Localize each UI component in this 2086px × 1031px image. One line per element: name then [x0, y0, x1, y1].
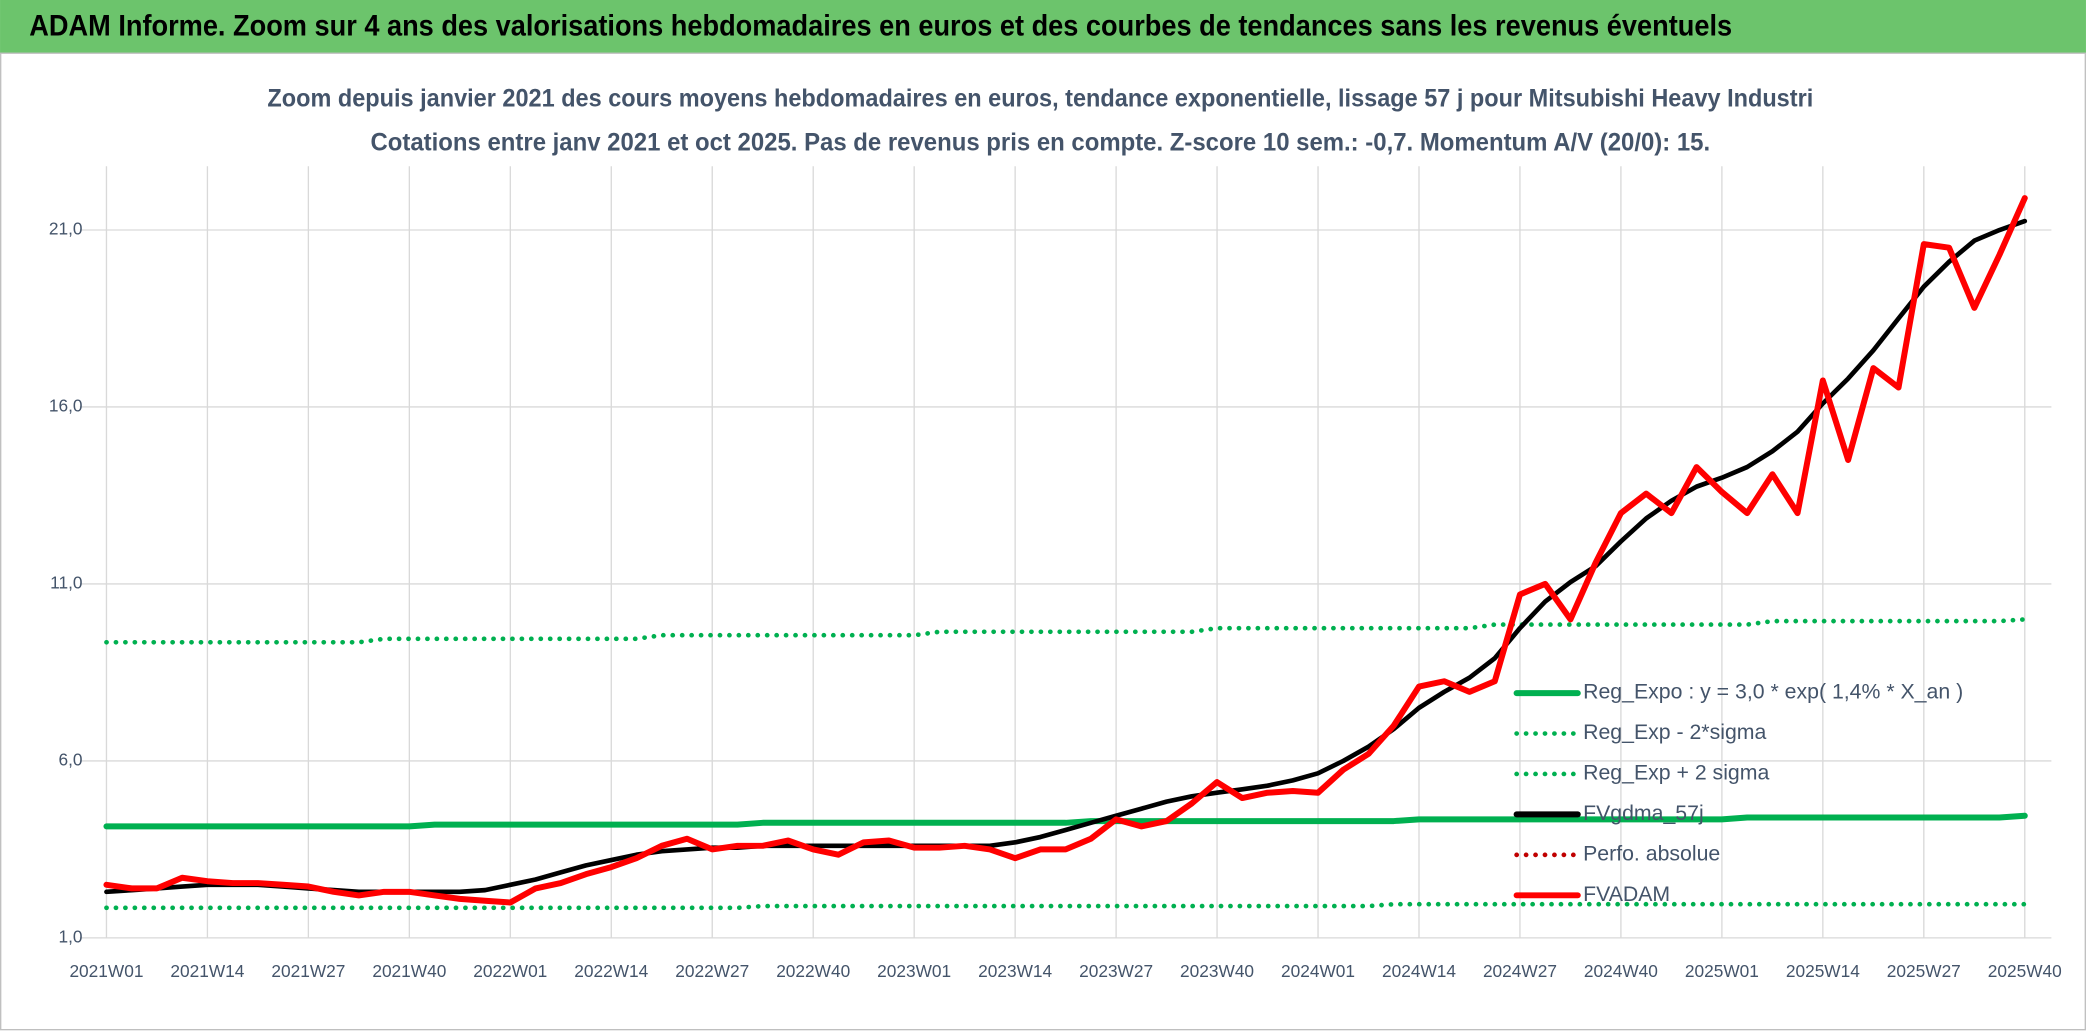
header-band: [0, 0, 2086, 54]
series-line: [104, 901, 2028, 911]
chart-title: Zoom depuis janvier 2021 des cours moyen…: [267, 84, 1813, 112]
chart-subtitle: Cotations entre janv 2021 et oct 2025. P…: [371, 128, 1711, 156]
y-tick-label: 6,0: [58, 749, 82, 769]
x-tick-label: 2025W40: [1988, 961, 2062, 981]
x-tick-label: 2024W01: [1281, 961, 1355, 981]
x-tick-label: 2024W14: [1382, 961, 1456, 981]
x-tick-label: 2021W40: [372, 961, 446, 981]
series-line: [103, 812, 2028, 830]
x-tick-label: 2021W27: [271, 961, 345, 981]
x-tick-label: 2021W01: [69, 961, 143, 981]
legend-label: FVgdma_57j: [1583, 801, 1704, 825]
x-tick-label: 2023W14: [978, 961, 1052, 981]
x-tick-label: 2022W27: [675, 961, 749, 981]
chart-frame: [0, 52, 2086, 1031]
x-tick-label: 2022W14: [574, 961, 648, 981]
legend-label: Reg_Exp - 2*sigma: [1583, 720, 1766, 744]
x-tick-label: 2024W27: [1483, 961, 1557, 981]
x-tick-label: 2025W01: [1685, 961, 1759, 981]
x-tick-label: 2023W27: [1079, 961, 1153, 981]
y-tick-label: 1,0: [58, 926, 82, 946]
x-tick-label: 2022W40: [776, 961, 850, 981]
y-tick-label: 16,0: [49, 396, 83, 416]
legend-label: Reg_Expo : y = 3,0 * exp( 1,4% * X_an ): [1583, 680, 1963, 704]
header-title: ADAM Informe. Zoom sur 4 ans des valoris…: [29, 11, 1732, 43]
x-tick-label: 2023W01: [877, 961, 951, 981]
legend-label: Perfo. absolue: [1583, 841, 1720, 865]
x-tick-label: 2025W27: [1887, 961, 1961, 981]
y-tick-label: 11,0: [50, 573, 82, 593]
legend-label: FVADAM: [1583, 882, 1670, 906]
x-tick-label: 2024W40: [1584, 961, 1658, 981]
legend-label: Reg_Exp + 2 sigma: [1583, 761, 1769, 785]
x-tick-label: 2021W14: [170, 961, 244, 981]
series-line: [104, 617, 2028, 645]
series-line: [103, 195, 2028, 906]
x-tick-label: 2023W40: [1180, 961, 1254, 981]
x-tick-label: 2022W01: [473, 961, 547, 981]
x-tick-label: 2025W14: [1786, 961, 1860, 981]
y-tick-label: 21,0: [49, 219, 83, 239]
